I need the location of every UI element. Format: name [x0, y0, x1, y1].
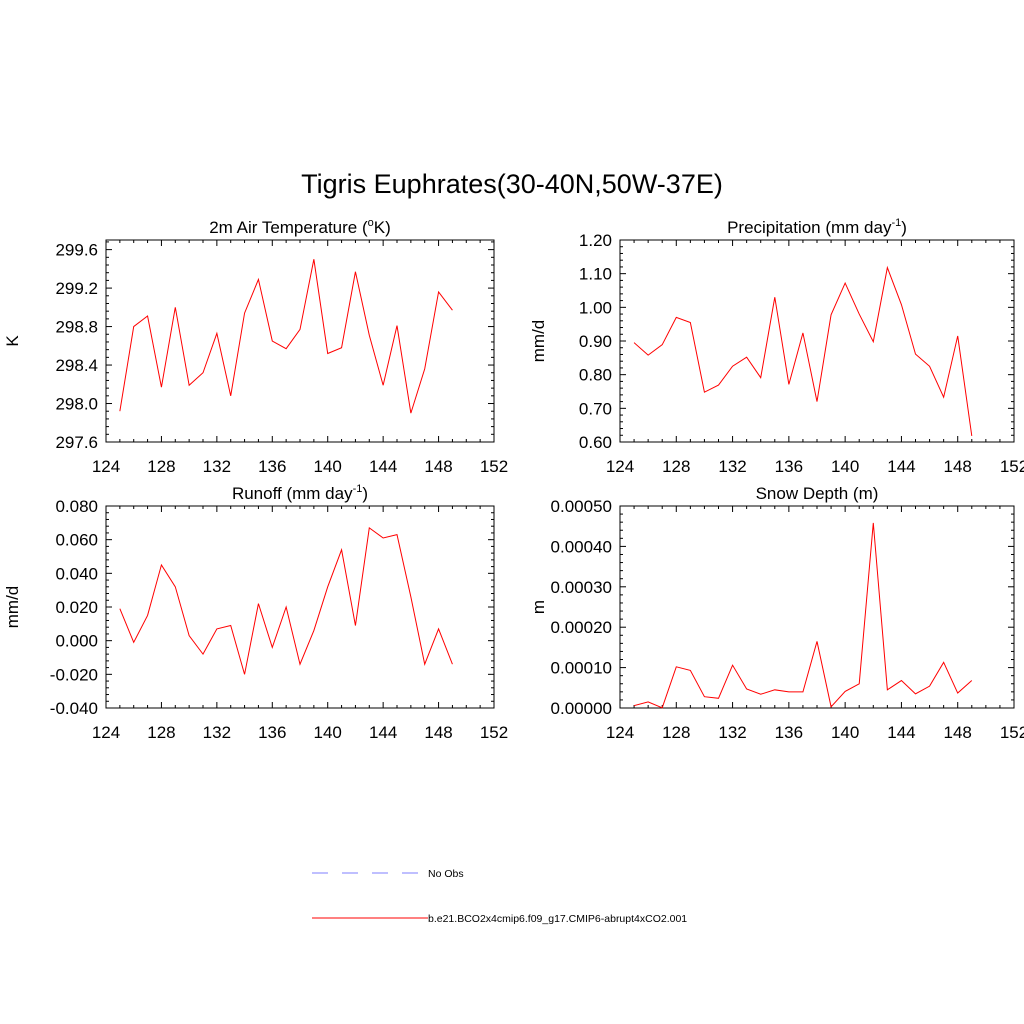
x-tick-label: 140	[314, 457, 342, 476]
x-tick-label: 152	[1000, 457, 1024, 476]
x-tick-label: 128	[662, 457, 690, 476]
chart-panel-2: 124 128 132 136 140 144 148 152 -0.040 -0.020 0.00…	[3, 483, 508, 742]
y-tick-label: -0.040	[50, 699, 98, 718]
y-tick-label: 298.0	[55, 395, 98, 414]
y-tick-label: 0.00050	[551, 497, 612, 516]
y-tick-label: 1.20	[579, 231, 612, 250]
chart-panels: 124 128 132 136 140 144 148 152 297.6 298.0 298.4 2…	[3, 217, 1024, 742]
x-tick-label: 132	[718, 457, 746, 476]
y-tick-label: 0.060	[55, 531, 98, 550]
chart-panel-0: 124 128 132 136 140 144 148 152 297.6 298.0 298.4 2…	[3, 217, 508, 476]
y-tick-label: 0.80	[579, 366, 612, 385]
x-tick-label: 128	[147, 457, 175, 476]
y-tick-label: 0.020	[55, 598, 98, 617]
y-tick-label: 0.00020	[551, 618, 612, 637]
x-tick-label: 152	[480, 723, 508, 742]
x-tick-label: 152	[480, 457, 508, 476]
y-axis-label: mm/d	[529, 320, 548, 363]
chart-panel-3: 124 128 132 136 140 144 148 152 0.00000 0.00010 0.…	[529, 484, 1024, 742]
legend-label-no-obs: No Obs	[428, 868, 464, 880]
series-line-0	[119, 259, 453, 414]
legend: No Obs b.e21.BCO2x4cmip6.f09_g17.CMIP6-a…	[312, 868, 687, 925]
x-tick-label: 136	[258, 457, 286, 476]
x-tick-label: 144	[887, 723, 915, 742]
y-tick-label: 0.00000	[551, 699, 612, 718]
x-tick-label: 124	[606, 723, 634, 742]
y-tick-label: 0.00040	[551, 537, 612, 556]
x-tick-label: 148	[424, 457, 452, 476]
y-tick-label: 1.10	[579, 265, 612, 284]
x-tick-label: 128	[662, 723, 690, 742]
y-tick-label: 0.00010	[551, 659, 612, 678]
y-tick-label: 298.8	[55, 318, 98, 337]
y-tick-label: 0.60	[579, 433, 612, 452]
x-tick-label: 140	[831, 723, 859, 742]
plot-frame	[619, 239, 1015, 443]
x-tick-label: 144	[369, 457, 397, 476]
y-tick-label: 0.90	[579, 332, 612, 351]
panel-title: 2m Air Temperature (oK)	[209, 217, 391, 237]
y-axis-label: m	[529, 600, 548, 614]
series-line-0	[633, 265, 973, 437]
plot-frame	[105, 239, 495, 443]
plot-frame	[619, 505, 1015, 709]
x-tick-label: 124	[606, 457, 634, 476]
x-tick-label: 144	[369, 723, 397, 742]
x-tick-label: 144	[887, 457, 915, 476]
y-tick-label: 0.70	[579, 399, 612, 418]
x-tick-label: 140	[831, 457, 859, 476]
y-tick-label: -0.020	[50, 665, 98, 684]
series-line-0	[119, 526, 453, 675]
x-tick-label: 124	[92, 457, 120, 476]
y-axis-label: K	[3, 335, 22, 347]
y-tick-label: 299.6	[55, 241, 98, 260]
x-tick-label: 132	[203, 457, 231, 476]
x-tick-label: 132	[718, 723, 746, 742]
plot-frame	[105, 505, 495, 709]
figure-title: Tigris Euphrates(30-40N,50W-37E)	[301, 169, 723, 199]
x-tick-label: 136	[258, 723, 286, 742]
y-tick-label: 298.4	[55, 356, 98, 375]
x-tick-label: 148	[424, 723, 452, 742]
legend-label-model: b.e21.BCO2x4cmip6.f09_g17.CMIP6-abrupt4x…	[428, 913, 687, 925]
y-tick-label: 0.080	[55, 497, 98, 516]
panel-title: Snow Depth (m)	[756, 484, 879, 503]
x-tick-label: 136	[775, 457, 803, 476]
y-tick-label: 0.000	[55, 632, 98, 651]
y-tick-label: 0.00030	[551, 578, 612, 597]
x-tick-label: 148	[944, 723, 972, 742]
x-tick-label: 124	[92, 723, 120, 742]
x-tick-label: 140	[314, 723, 342, 742]
panel-title: Precipitation (mm day-1)	[727, 217, 907, 237]
x-tick-label: 136	[775, 723, 803, 742]
y-tick-label: 297.6	[55, 433, 98, 452]
x-tick-label: 148	[944, 457, 972, 476]
x-tick-label: 128	[147, 723, 175, 742]
y-tick-label: 0.040	[55, 564, 98, 583]
x-tick-label: 152	[1000, 723, 1024, 742]
panel-title: Runoff (mm day-1)	[232, 483, 368, 503]
chart-panel-1: 124 128 132 136 140 144 148 152 0.60 0.70 0.80 0.90…	[529, 217, 1024, 476]
y-tick-label: 1.00	[579, 298, 612, 317]
series-line-0	[633, 522, 973, 709]
y-tick-label: 299.2	[55, 279, 98, 298]
y-axis-label: mm/d	[3, 586, 22, 629]
x-tick-label: 132	[203, 723, 231, 742]
